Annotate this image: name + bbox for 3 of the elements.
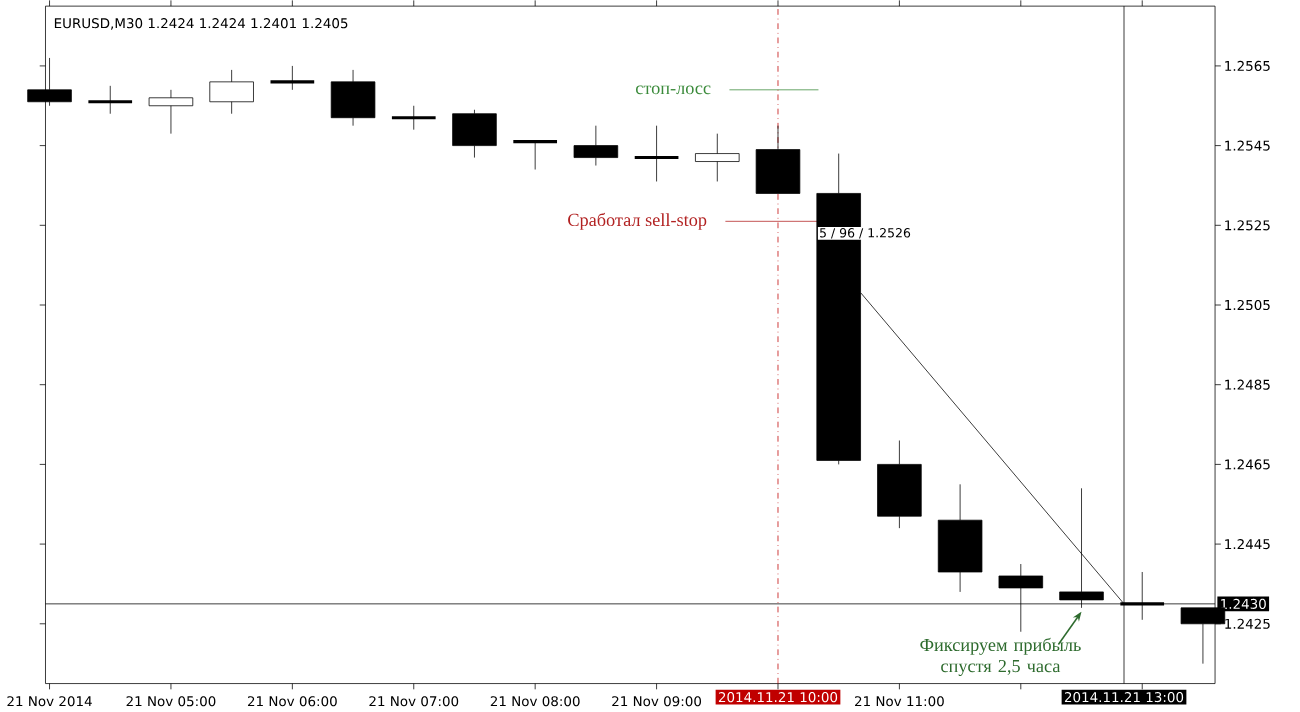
annotation: Фиксируем прибыль спустя 2,5 часа — [920, 637, 1081, 676]
annotation: Сработал sell-stop — [568, 212, 707, 230]
annotation: стоп-лосс — [635, 85, 711, 94]
